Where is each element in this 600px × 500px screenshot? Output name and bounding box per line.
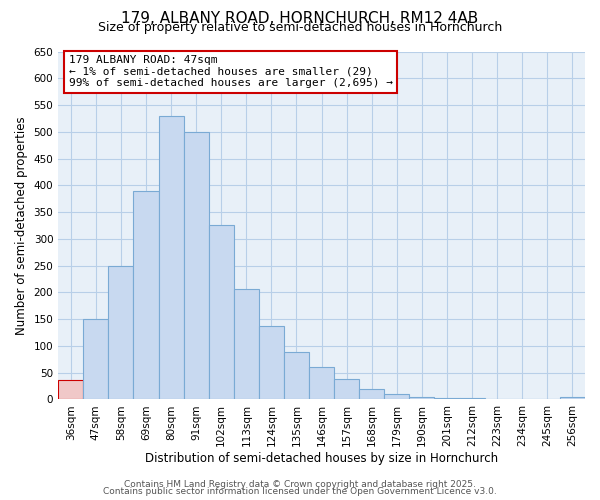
Bar [460,398,485,400]
Bar [359,389,385,400]
Bar [535,399,560,400]
Text: Contains HM Land Registry data © Crown copyright and database right 2025.: Contains HM Land Registry data © Crown c… [124,480,476,489]
Bar [133,190,158,400]
Bar [510,399,535,400]
Bar [434,398,460,400]
Bar [284,352,309,400]
Bar [58,380,83,400]
Bar [385,394,409,400]
Bar [209,226,234,400]
Bar [409,397,434,400]
Bar [334,379,359,400]
Bar [184,132,209,400]
Text: Size of property relative to semi-detached houses in Hornchurch: Size of property relative to semi-detach… [98,21,502,34]
Bar [309,368,334,400]
Text: 179 ALBANY ROAD: 47sqm
← 1% of semi-detached houses are smaller (29)
99% of semi: 179 ALBANY ROAD: 47sqm ← 1% of semi-deta… [69,55,393,88]
Text: Contains public sector information licensed under the Open Government Licence v3: Contains public sector information licen… [103,487,497,496]
Bar [158,116,184,400]
Bar [259,326,284,400]
Bar [485,399,510,400]
Text: 179, ALBANY ROAD, HORNCHURCH, RM12 4AB: 179, ALBANY ROAD, HORNCHURCH, RM12 4AB [121,11,479,26]
X-axis label: Distribution of semi-detached houses by size in Hornchurch: Distribution of semi-detached houses by … [145,452,498,465]
Bar [83,319,109,400]
Bar [560,397,585,400]
Bar [234,288,259,400]
Y-axis label: Number of semi-detached properties: Number of semi-detached properties [15,116,28,335]
Bar [109,266,133,400]
